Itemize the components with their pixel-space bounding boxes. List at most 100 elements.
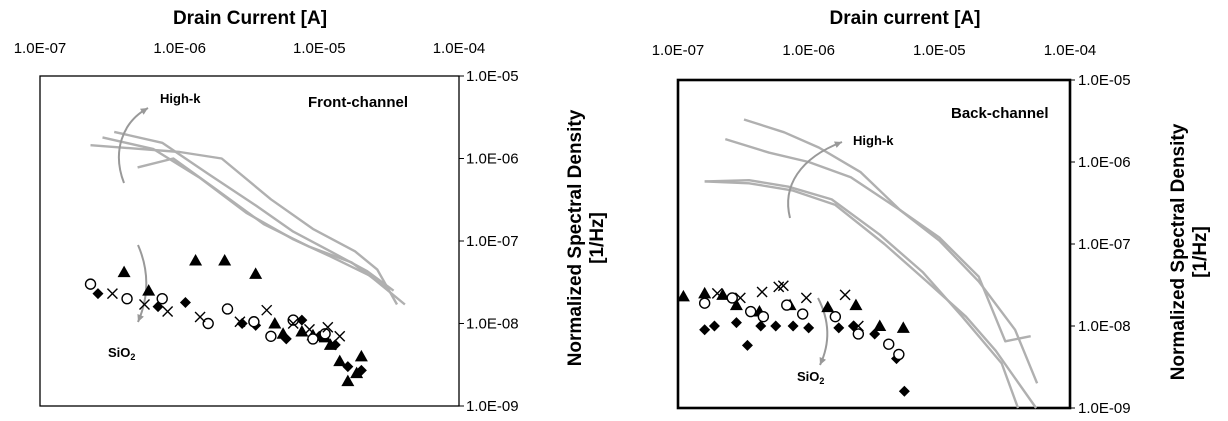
circle-point (307, 333, 319, 345)
diamond-point (869, 328, 881, 340)
sio2-arrow-head (819, 357, 827, 365)
x-tick-label: 1.0E-04 (1044, 42, 1097, 59)
cross-point (162, 305, 174, 317)
panel-label: Back-channel (951, 105, 1049, 122)
cross-point (734, 292, 746, 304)
sio2-label: SiO2 (108, 345, 135, 362)
x-tick-label: 1.0E-07 (14, 40, 67, 57)
circle-point (893, 348, 905, 361)
diamond-point (179, 296, 191, 308)
high-k-arrow-head (140, 108, 148, 115)
plot-content (676, 118, 1039, 409)
y-tick-label: 1.0E-09 (466, 398, 519, 415)
circle-point (698, 297, 711, 309)
circle-point (121, 292, 133, 305)
x-axis-title: Drain current [A] (830, 8, 981, 29)
circle-point (781, 299, 793, 311)
cross-point (711, 287, 723, 299)
diamond-point (833, 322, 845, 334)
high-k-label: High-k (160, 91, 201, 106)
diamond-point (898, 385, 910, 397)
high-k-line (113, 130, 395, 292)
cross-point (852, 320, 864, 332)
sio2-arrow (137, 244, 148, 323)
y-tick-labels: 1.0E-05 1.0E-06 1.0E-07 1.0E-08 1.0E-09 (1070, 72, 1131, 417)
y-axis-title-line-1: Normalized Spectral Density (1168, 123, 1189, 380)
circle-point (287, 314, 299, 326)
triangle-point (249, 267, 263, 279)
y-tick-label: 1.0E-08 (1078, 318, 1131, 335)
triangle-point (821, 300, 835, 313)
diamond-point (699, 324, 711, 336)
triangle-point (218, 254, 232, 266)
triangle-point (117, 265, 131, 278)
cross-point (261, 304, 273, 316)
triangle-point (676, 289, 690, 302)
front-channel-panel: Drain Current [A] 1.0E-07 1.0E-06 1.0E-05 1… (14, 8, 608, 415)
high-k-line (90, 144, 399, 306)
cross-point (800, 292, 812, 304)
y-axis-title-line-2: [1/Hz] (587, 212, 608, 264)
triangle-point (142, 284, 156, 296)
circle-point (265, 330, 277, 342)
y-axis-title-line-1: Normalized Spectral Density (565, 109, 586, 366)
x-axis-title: Drain Current [A] (173, 8, 327, 29)
triangle-point (350, 366, 364, 379)
high-k-arrow (787, 141, 843, 219)
high-k-line (724, 137, 1031, 343)
x-tick-label: 1.0E-07 (652, 42, 705, 59)
circle-point (319, 328, 331, 340)
circle-point (726, 292, 738, 304)
high-k-line (137, 157, 389, 291)
y-axis-title-line-2: [1/Hz] (1190, 226, 1211, 278)
x-tick-labels: 1.0E-07 1.0E-06 1.0E-05 1.0E-04 (652, 42, 1097, 59)
circle-point (852, 328, 865, 340)
diamond-point (342, 361, 354, 373)
diamond-point (329, 339, 341, 351)
triangle-point (341, 374, 355, 387)
high-k-line (704, 178, 1020, 409)
triangle-point (189, 254, 203, 266)
x-tick-label: 1.0E-05 (293, 40, 346, 57)
x-tick-label: 1.0E-04 (433, 40, 486, 57)
triangle-point (268, 317, 282, 329)
triangle-point (849, 298, 863, 311)
y-tick-label: 1.0E-06 (466, 151, 519, 168)
circle-point (84, 278, 97, 290)
plot-content (84, 107, 406, 387)
circle-point (744, 305, 757, 318)
cross-point (756, 286, 768, 298)
x-tick-label: 1.0E-06 (153, 40, 206, 57)
y-tick-label: 1.0E-07 (466, 233, 519, 250)
diamond-point (92, 288, 104, 300)
diamond-point (296, 314, 308, 326)
diamond-point (787, 320, 799, 332)
plot-frame (676, 78, 1072, 410)
y-tick-labels: 1.0E-05 1.0E-06 1.0E-07 1.0E-08 1.0E-09 (459, 68, 519, 415)
cross-point (194, 311, 206, 323)
circle-point (829, 310, 842, 323)
cross-point (234, 316, 246, 328)
y-tick-label: 1.0E-05 (466, 68, 519, 85)
cross-point (777, 280, 789, 292)
cross-point (139, 298, 150, 310)
high-k-line (102, 136, 406, 306)
panel-label: Front-channel (308, 94, 408, 111)
x-tick-label: 1.0E-06 (782, 42, 835, 59)
high-k-line (704, 180, 1038, 409)
y-tick-label: 1.0E-05 (1078, 72, 1131, 89)
triangle-point (896, 321, 910, 333)
cross-point (287, 318, 299, 329)
cross-point (334, 330, 346, 342)
circle-point (221, 303, 234, 315)
cross-point (106, 288, 118, 300)
plot-frame (39, 75, 460, 407)
triangle-point (333, 354, 347, 367)
sio2-label: SiO2 (797, 369, 824, 386)
circle-point (248, 316, 260, 328)
x-tick-labels: 1.0E-07 1.0E-06 1.0E-05 1.0E-04 (14, 40, 486, 57)
diamond-point (708, 320, 720, 332)
diamond-point (730, 317, 742, 329)
diamond-point (755, 320, 767, 332)
diamond-point (803, 322, 815, 334)
